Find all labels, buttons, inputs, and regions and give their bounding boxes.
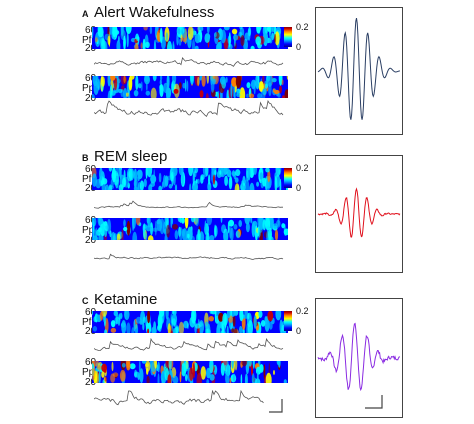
panel-letter-a: A (82, 9, 89, 19)
colorbar-b (284, 168, 292, 188)
waveform-a (317, 17, 400, 120)
panel-letter-b: B (82, 153, 89, 163)
panel-letter-c: C (82, 296, 89, 306)
trace-c-pf (94, 338, 284, 352)
freq-bottom-label-a-pf: 20 (85, 43, 97, 54)
waveform-box-b (315, 155, 403, 273)
spectrogram-c-pf (92, 311, 288, 333)
scale-bar-waveform (365, 395, 383, 409)
colorbar-min-a: 0 (296, 42, 302, 52)
colorbar-min-c: 0 (296, 326, 302, 336)
panel-title-a: Alert Wakefulness (94, 4, 215, 21)
trace-a-pp (94, 100, 284, 118)
channel-label-a-pf: Pf (82, 35, 92, 46)
colorbar-c (284, 311, 292, 331)
channel-label-a-pp: Pp (82, 83, 95, 94)
waveform-c (317, 322, 400, 392)
freq-top-label-a-pp: 60 (85, 73, 97, 84)
trace-b-pf (94, 200, 283, 209)
freq-bottom-label-b-pp: 20 (85, 235, 97, 246)
panel-title-c: Ketamine (94, 291, 158, 308)
trace-b-pp (94, 253, 284, 260)
spectrogram-a-pp (92, 76, 288, 98)
freq-top-label-c-pp: 60 (85, 357, 97, 368)
freq-bottom-label-b-pf: 20 (85, 183, 97, 194)
channel-label-b-pp: Pp (82, 225, 95, 236)
colorbar-max-b: 0.2 (296, 163, 309, 173)
freq-bottom-label-c-pp: 20 (85, 377, 97, 388)
spectrogram-b-pf (92, 168, 288, 190)
freq-bottom-label-c-pf: 20 (85, 326, 97, 337)
panel-title-b: REM sleep (94, 148, 168, 165)
colorbar-max-a: 0.2 (296, 22, 309, 32)
colorbar-min-b: 0 (296, 183, 302, 193)
waveform-box-a (315, 7, 403, 135)
waveform-box-c (315, 298, 403, 418)
colorbar-a (284, 27, 292, 47)
freq-top-label-a-pf: 60 (85, 25, 97, 36)
trace-c-pp (94, 390, 264, 406)
scale-bar-traces (269, 399, 283, 413)
trace-a-pf (94, 57, 284, 67)
spectrogram-a-pf (92, 27, 288, 49)
channel-label-c-pp: Pp (82, 367, 95, 378)
channel-label-b-pf: Pf (82, 174, 92, 185)
channel-label-c-pf: Pf (82, 317, 92, 328)
spectrogram-b-pp (92, 218, 288, 240)
freq-top-label-b-pp: 60 (85, 215, 97, 226)
spectrogram-c-pp (92, 361, 288, 383)
freq-top-label-c-pf: 60 (85, 307, 97, 318)
waveform-b (317, 187, 401, 238)
colorbar-max-c: 0.2 (296, 306, 309, 316)
freq-top-label-b-pf: 60 (85, 164, 97, 175)
freq-bottom-label-a-pp: 20 (85, 93, 97, 104)
